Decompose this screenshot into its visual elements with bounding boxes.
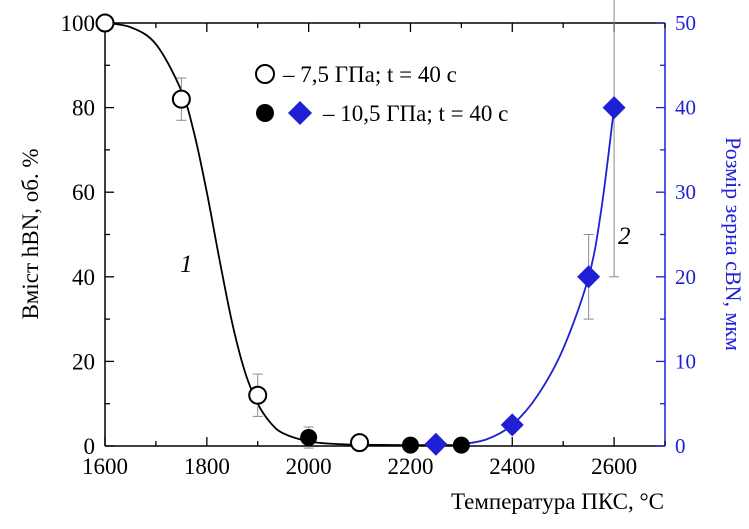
y-left-tick-label: 60 xyxy=(72,180,95,205)
y-left-tick-label: 20 xyxy=(72,349,95,374)
y-left-tick-label: 0 xyxy=(84,434,96,459)
y-axis-left-title: Вміст hBN, об. % xyxy=(18,148,43,319)
x-tick-label: 2200 xyxy=(387,454,433,479)
y-right-tick-label: 50 xyxy=(675,11,696,35)
x-axis-title: Температура ПКС, °С xyxy=(451,489,664,514)
x-tick-label: 2400 xyxy=(489,454,535,479)
data-point-open-circle xyxy=(350,433,370,453)
legend-item-1-text: – 7,5 ГПа; t = 40 с xyxy=(282,62,457,87)
tick-labels: 1600 1800 2000 2200 2400 2600 0 20 40 60 80 100 0 10 2… xyxy=(61,11,697,479)
y-left-tick-label: 40 xyxy=(72,265,95,290)
data-point-diamond xyxy=(424,432,448,456)
data-point-open-circle xyxy=(95,13,115,33)
data-markers xyxy=(95,13,626,456)
data-point-open-circle xyxy=(248,385,268,405)
data-point-filled-circle xyxy=(300,429,318,447)
x-tick-label: 2600 xyxy=(591,454,637,479)
legend-open-circle-marker xyxy=(255,64,275,84)
data-point-diamond xyxy=(602,96,626,120)
legend-diamond-marker xyxy=(288,101,312,125)
x-tick-label: 1800 xyxy=(184,454,230,479)
data-point-filled-circle xyxy=(452,436,470,454)
x-tick-label: 1600 xyxy=(82,454,128,479)
curve-2-label: 2 xyxy=(618,223,631,250)
y-right-tick-label: 30 xyxy=(675,180,696,204)
fit-curves xyxy=(104,22,615,447)
y-left-tick-label: 100 xyxy=(61,11,96,36)
fit-curve-1 xyxy=(104,22,462,447)
fit-curve-2 xyxy=(461,107,615,446)
y-right-tick-label: 0 xyxy=(675,434,686,458)
y-axis-right-title: Розмір зерна cBN, мкм xyxy=(721,137,746,351)
x-tick-label: 2000 xyxy=(286,454,332,479)
data-point-diamond xyxy=(500,413,524,437)
data-point-filled-circle xyxy=(401,436,419,454)
y-right-tick-label: 40 xyxy=(675,96,696,120)
y-right-tick-label: 20 xyxy=(675,265,696,289)
legend: – 7,5 ГПа; t = 40 с – 10,5 ГПа; t = 40 с xyxy=(255,62,508,126)
curve-1-label: 1 xyxy=(180,251,193,278)
y-right-tick-label: 10 xyxy=(675,349,696,373)
y-left-tick-label: 80 xyxy=(72,96,95,121)
data-point-diamond xyxy=(577,265,601,289)
legend-item-2-text: – 10,5 ГПа; t = 40 с xyxy=(322,101,508,126)
legend-filled-circle-marker xyxy=(256,104,274,122)
data-point-open-circle xyxy=(171,89,191,109)
